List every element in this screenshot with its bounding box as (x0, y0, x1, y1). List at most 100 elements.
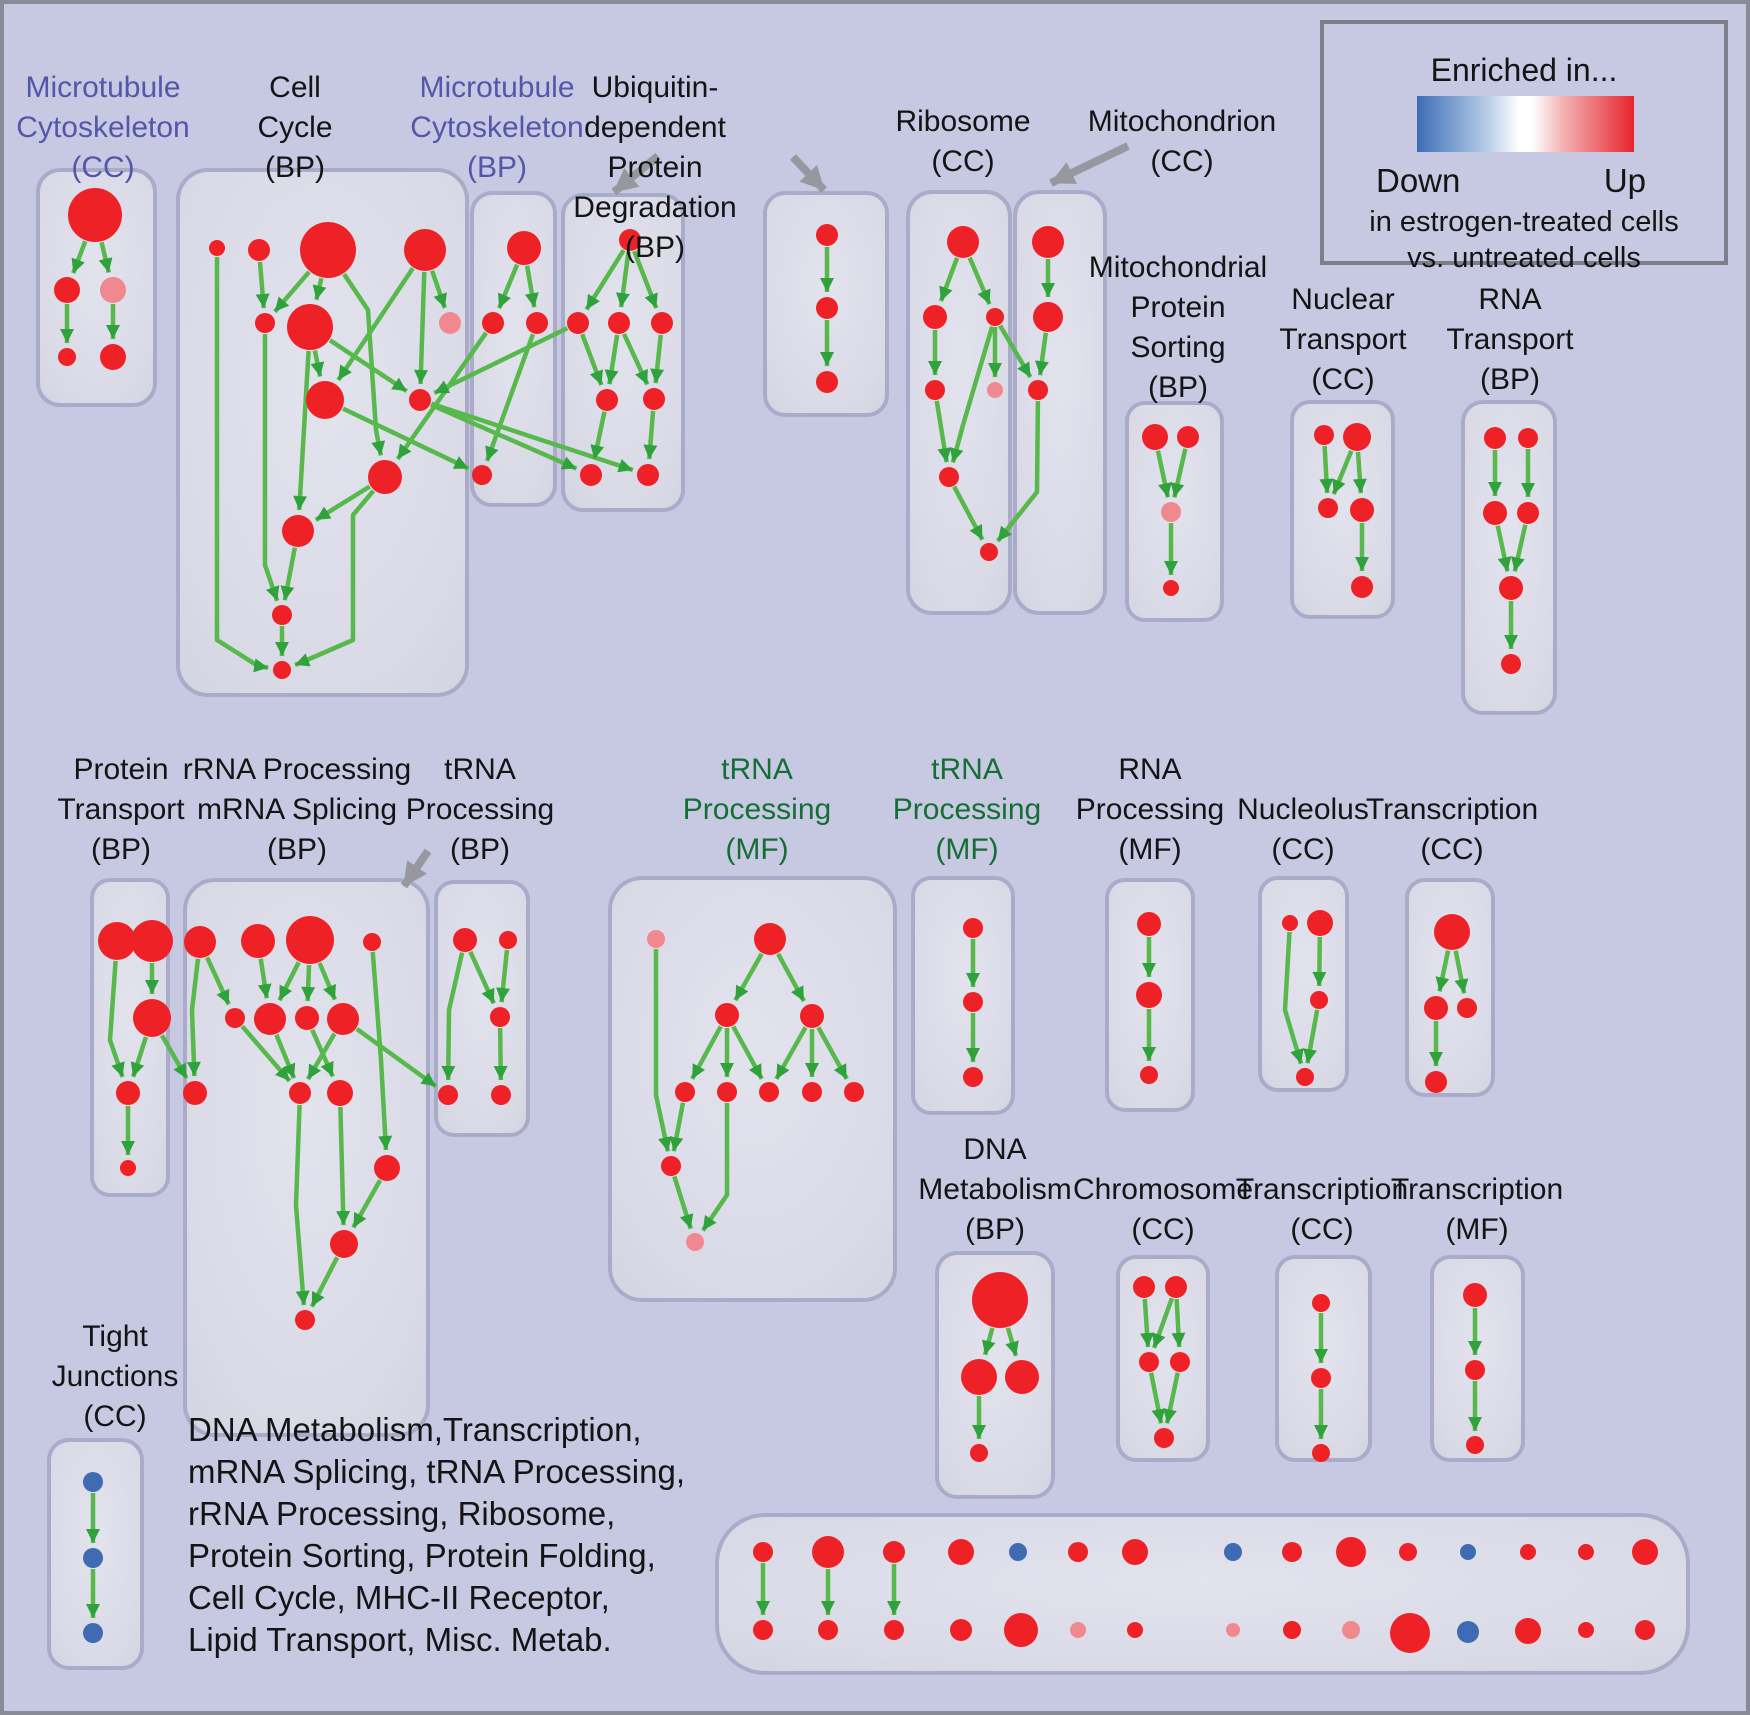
go-term-node (1425, 1071, 1447, 1093)
cluster-box-ch (1116, 1255, 1210, 1462)
hierarchy-edge (262, 334, 280, 602)
hierarchy-edge (496, 949, 510, 1003)
go-term-node (225, 1008, 245, 1028)
go-term-node (637, 464, 659, 486)
go-term-node (923, 305, 947, 329)
go-term-node (753, 1542, 773, 1562)
go-term-node (438, 1085, 458, 1105)
cluster-label: Cell Cycle (BP) (257, 71, 333, 184)
go-term-node (753, 1620, 773, 1640)
hierarchy-edge (1170, 448, 1188, 498)
go-term-node (1314, 425, 1334, 445)
go-term-node (1578, 1622, 1594, 1638)
hierarchy-edge (998, 324, 1033, 379)
go-term-node (248, 239, 270, 261)
go-term-node (287, 304, 333, 350)
hierarchy-edge (1352, 451, 1367, 494)
go-term-node (816, 224, 838, 246)
go-term-node (1283, 1621, 1301, 1639)
go-term-node (567, 312, 589, 334)
go-term-node (972, 1272, 1028, 1328)
cluster-label: Nuclear Transport (CC) (1279, 283, 1407, 396)
hierarchy-edge (981, 1327, 996, 1356)
go-term-node (980, 543, 998, 561)
hierarchy-edge (584, 248, 626, 311)
go-term-node (947, 226, 979, 258)
go-term-node (1140, 1066, 1158, 1084)
hierarchy-edge (310, 1028, 335, 1078)
hierarchy-edge (701, 1103, 730, 1232)
go-term-node (1133, 1276, 1155, 1298)
hierarchy-edge (1035, 332, 1049, 376)
cluster-box-tmf (1430, 1255, 1525, 1462)
go-term-node (686, 1233, 704, 1251)
go-term-node (100, 277, 126, 303)
hierarchy-edge (98, 241, 113, 274)
hierarchy-edge (1140, 1298, 1155, 1348)
hierarchy-edge (776, 952, 806, 1003)
hierarchy-edge (643, 410, 658, 460)
go-term-node (816, 297, 838, 319)
go-term-node (1033, 302, 1063, 332)
go-term-node (1170, 1352, 1190, 1372)
go-term-node (883, 1541, 905, 1563)
legend-axis-labels: Down Up (1376, 162, 1646, 200)
legend-down-label: Down (1376, 162, 1461, 199)
go-term-node (327, 1080, 353, 1106)
go-term-node (1142, 424, 1168, 450)
go-term-node (1465, 1360, 1485, 1380)
hierarchy-edge (604, 334, 620, 385)
hierarchy-edge (1331, 450, 1354, 495)
cluster-label: RNA Processing (MF) (1075, 753, 1225, 866)
go-term-node (1457, 998, 1477, 1018)
go-term-node (844, 1082, 864, 1102)
go-term-node (1390, 1613, 1430, 1653)
go-term-node (987, 382, 1003, 398)
hierarchy-edge (616, 251, 631, 308)
go-term-node (1137, 912, 1161, 936)
go-term-node (1632, 1539, 1658, 1565)
hierarchy-edge (328, 338, 408, 394)
cluster-box-cc (176, 168, 469, 697)
go-term-node (472, 465, 492, 485)
go-term-node (1005, 1360, 1039, 1394)
go-term-node (647, 930, 665, 948)
go-term-node (133, 999, 171, 1037)
go-term-node (1127, 1622, 1143, 1638)
hierarchy-edge (277, 961, 301, 1002)
legend-gradient-bar (1417, 96, 1634, 152)
legend: Enriched in... Down Up in estrogen-treat… (1320, 20, 1728, 274)
cluster-label: Ubiquitin-dependent Protein Degradation (BP… (573, 71, 737, 264)
hierarchy-edge (395, 331, 488, 461)
cluster-label: RNA Transport (BP) (1446, 283, 1574, 396)
go-term-node (1226, 1623, 1240, 1637)
go-term-node (254, 1003, 286, 1035)
go-term-node (1501, 654, 1521, 674)
go-term-node (818, 1620, 838, 1640)
go-term-node (1343, 423, 1371, 451)
hierarchy-edge (669, 1102, 686, 1152)
go-term-node (1635, 1620, 1655, 1640)
go-term-node (1177, 426, 1199, 448)
go-term-node (1165, 1276, 1187, 1298)
go-term-node (1122, 1539, 1148, 1565)
go-term-node (368, 460, 402, 494)
hierarchy-edge (938, 257, 960, 302)
label-pointer-arrow (790, 154, 827, 193)
go-term-node (273, 661, 291, 679)
go-term-node (1136, 982, 1162, 1008)
hierarchy-edge (351, 1179, 383, 1229)
go-term-node (300, 222, 356, 278)
go-term-node (1466, 1436, 1484, 1454)
cluster-box-rr (183, 878, 430, 1437)
hierarchy-edge (816, 1026, 849, 1080)
hierarchy-edge (240, 1024, 292, 1083)
hierarchy-edge (1312, 936, 1327, 987)
hierarchy-edge (774, 1026, 808, 1081)
go-term-node (409, 389, 431, 411)
hierarchy-edge (336, 267, 415, 382)
go-term-node (715, 1003, 739, 1027)
hierarchy-edge (429, 270, 447, 309)
go-term-node (100, 344, 126, 370)
go-term-node (1028, 380, 1048, 400)
